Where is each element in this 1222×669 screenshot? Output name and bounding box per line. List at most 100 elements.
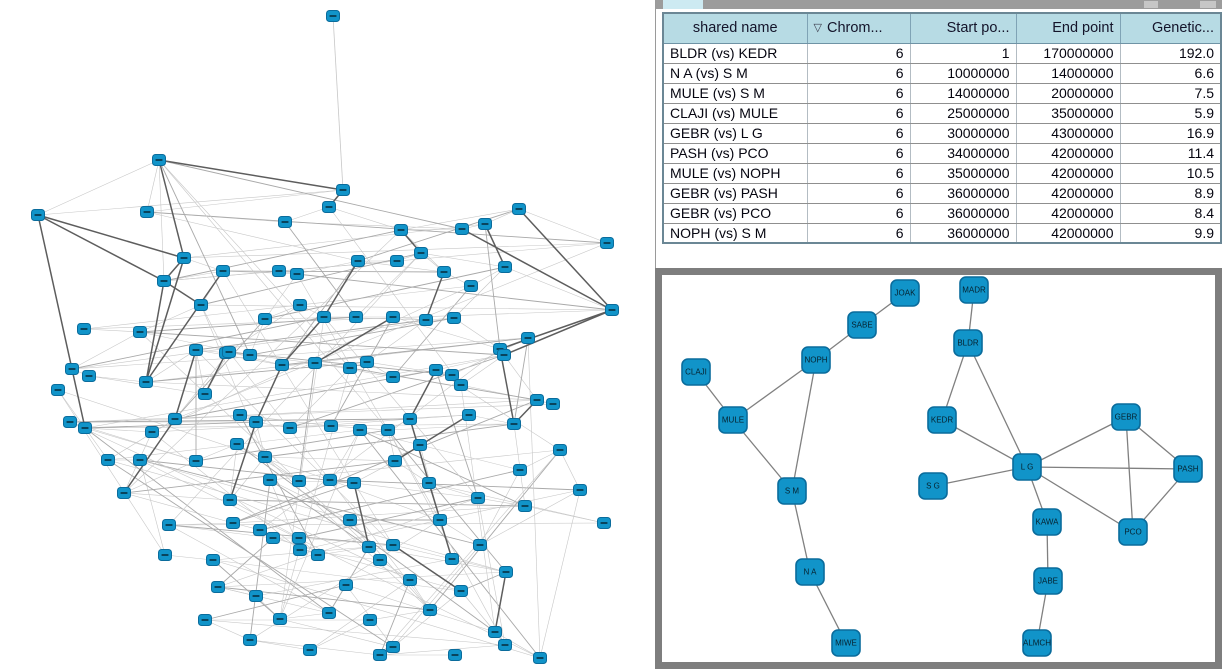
- table-cell[interactable]: 10000000: [910, 63, 1017, 84]
- table-cell[interactable]: 6: [807, 123, 911, 144]
- network-node[interactable]: [414, 247, 428, 259]
- network-node[interactable]: [323, 474, 337, 486]
- network-edge[interactable]: [217, 571, 507, 588]
- network-edge[interactable]: [269, 449, 561, 481]
- network-node[interactable]: [386, 371, 400, 383]
- network-node[interactable]: [233, 409, 247, 421]
- network-node[interactable]: [597, 517, 611, 529]
- table-cell[interactable]: 30000000: [910, 123, 1017, 144]
- network-edge[interactable]: [357, 208, 520, 262]
- network-node[interactable]: [133, 454, 147, 466]
- network-node[interactable]: [462, 409, 476, 421]
- network-edge[interactable]: [158, 159, 351, 369]
- network-node[interactable]: [139, 376, 153, 388]
- network-edge[interactable]: [145, 361, 368, 383]
- network-node[interactable]: [573, 484, 587, 496]
- network-node[interactable]: [454, 585, 468, 597]
- network-node[interactable]: [152, 154, 166, 166]
- network-edge[interactable]: [158, 159, 185, 259]
- network-node[interactable]: [499, 566, 513, 578]
- network-edge[interactable]: [145, 349, 197, 383]
- network-edge[interactable]: [503, 309, 613, 356]
- table-cell[interactable]: 8.4: [1120, 203, 1221, 224]
- network-edge[interactable]: [264, 273, 298, 320]
- network-edge[interactable]: [168, 522, 234, 526]
- network-node[interactable]: [158, 549, 172, 561]
- network-edge[interactable]: [174, 318, 266, 420]
- table-row[interactable]: NOPH (vs) S M 6 36000000 42000000 9.9: [663, 223, 1221, 243]
- network-node[interactable]: [189, 344, 203, 356]
- network-edge[interactable]: [269, 479, 370, 548]
- network-edge[interactable]: [37, 214, 86, 429]
- network-edge[interactable]: [539, 489, 581, 659]
- network-node[interactable]: [343, 514, 357, 526]
- network-edge[interactable]: [460, 571, 507, 592]
- network-node[interactable]: [226, 517, 240, 529]
- toolbar-tab-fragment[interactable]: [663, 0, 703, 9]
- network-node[interactable]: [403, 574, 417, 586]
- network-edge[interactable]: [387, 429, 506, 646]
- network-edge-BLDR-L G[interactable]: [967, 342, 1028, 468]
- network-node[interactable]: [498, 639, 512, 651]
- network-node[interactable]: [324, 420, 338, 432]
- network-edge[interactable]: [212, 559, 541, 659]
- network-node[interactable]: [292, 532, 306, 544]
- network-edge[interactable]: [151, 431, 301, 551]
- network-edge[interactable]: [279, 612, 330, 620]
- network-edge[interactable]: [123, 229, 402, 494]
- network-edge[interactable]: [229, 499, 300, 539]
- network-node[interactable]: [283, 422, 297, 434]
- table-cell[interactable]: GEBR (vs) L G: [663, 123, 808, 144]
- node-PASH[interactable]: PASH: [1173, 455, 1203, 483]
- network-edge[interactable]: [158, 159, 165, 282]
- network-node[interactable]: [497, 349, 511, 361]
- network-edge[interactable]: [435, 354, 505, 371]
- network-node[interactable]: [512, 203, 526, 215]
- network-edge[interactable]: [527, 337, 541, 659]
- network-node[interactable]: [101, 454, 115, 466]
- network-node[interactable]: [437, 266, 451, 278]
- network-edge[interactable]: [368, 546, 507, 573]
- network-node[interactable]: [243, 634, 257, 646]
- network-edge[interactable]: [232, 399, 538, 524]
- network-node[interactable]: [253, 524, 267, 536]
- network-node[interactable]: [373, 649, 387, 661]
- network-node[interactable]: [65, 363, 79, 375]
- network-node[interactable]: [478, 218, 492, 230]
- network-edge[interactable]: [332, 15, 344, 191]
- network-node[interactable]: [198, 388, 212, 400]
- node-KEDR[interactable]: KEDR: [927, 406, 957, 434]
- network-edge[interactable]: [69, 421, 411, 581]
- node-MIWE[interactable]: MIWE: [831, 629, 861, 657]
- table-cell[interactable]: 25000000: [910, 103, 1017, 124]
- network-edge[interactable]: [158, 159, 463, 230]
- network-edge[interactable]: [204, 619, 506, 646]
- network-edge[interactable]: [468, 414, 515, 425]
- network-edge[interactable]: [204, 584, 347, 621]
- network-edge[interactable]: [88, 375, 147, 383]
- network-edge[interactable]: [145, 381, 538, 401]
- network-edge[interactable]: [298, 362, 316, 482]
- network-edge[interactable]: [420, 252, 506, 268]
- network-edge[interactable]: [146, 189, 344, 213]
- network-node[interactable]: [311, 549, 325, 561]
- network-node[interactable]: [293, 544, 307, 556]
- network-node[interactable]: [133, 326, 147, 338]
- network-edge[interactable]: [123, 460, 197, 494]
- table-cell[interactable]: 192.0: [1120, 43, 1221, 64]
- network-node[interactable]: [386, 539, 400, 551]
- table-cell[interactable]: 42000000: [1016, 203, 1121, 224]
- network-edge[interactable]: [195, 319, 427, 351]
- network-edge[interactable]: [392, 285, 472, 378]
- network-node[interactable]: [326, 10, 340, 22]
- network-edge[interactable]: [158, 159, 344, 191]
- table-cell[interactable]: 36000000: [910, 183, 1017, 204]
- network-edge[interactable]: [518, 208, 613, 311]
- network-node[interactable]: [553, 444, 567, 456]
- network-edge[interactable]: [329, 429, 361, 481]
- node-JABE[interactable]: JABE: [1033, 567, 1063, 595]
- network-node[interactable]: [303, 644, 317, 656]
- table-cell[interactable]: 6: [807, 223, 911, 243]
- table-cell[interactable]: 20000000: [1016, 83, 1121, 104]
- network-edge[interactable]: [477, 497, 526, 507]
